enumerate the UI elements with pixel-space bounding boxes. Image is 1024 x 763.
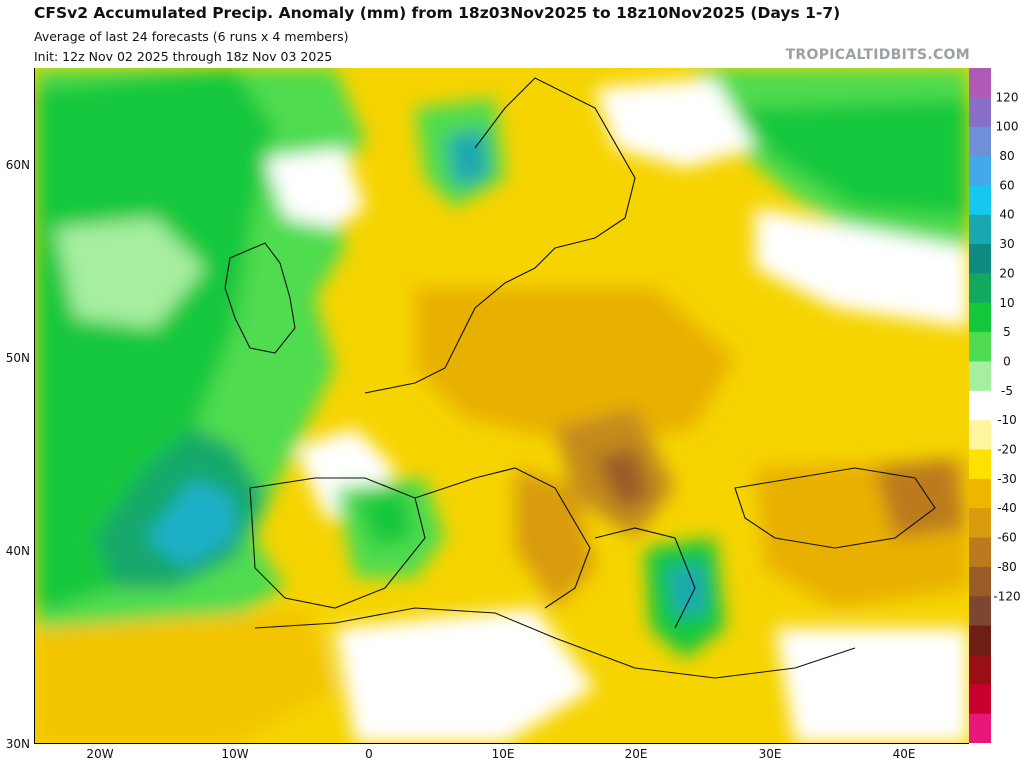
aegean-wet-core (665, 563, 707, 618)
colorbar-swatch (969, 126, 991, 157)
colorbar-swatch (969, 449, 991, 480)
russia-wet-core (735, 98, 969, 218)
lon-label-0: 0 (365, 747, 373, 761)
colorbar-swatch (969, 185, 991, 216)
balkan-dry-core (595, 448, 650, 508)
left-axis-line (34, 68, 35, 743)
colorbar-swatch (969, 214, 991, 245)
colorbar-swatch (969, 713, 991, 743)
lon-label-10w: 10W (221, 747, 249, 761)
colorbar-label: -10 (997, 413, 1017, 427)
colorbar-label: 40 (999, 208, 1014, 222)
colorbar-swatch (969, 273, 991, 304)
colorbar-label: 10 (999, 296, 1014, 310)
north-coast-outline (364, 77, 636, 394)
lat-label-60n: 60N (5, 158, 30, 172)
colorbar-label: -120 (993, 589, 1020, 603)
colorbar-swatch (969, 332, 991, 362)
chart-title: CFSv2 Accumulated Precip. Anomaly (mm) f… (34, 4, 841, 22)
colorbar-label: 5 (1003, 325, 1011, 339)
mediterranean-south-coast (254, 607, 856, 679)
colorbar-swatch (969, 508, 991, 539)
colorbar-swatch (969, 420, 991, 451)
colorbar-label: -40 (997, 501, 1017, 515)
colorbar-label: -80 (997, 560, 1017, 574)
colorbar-swatch (969, 302, 991, 333)
near-zero-north-sea (265, 148, 365, 228)
colorbar-label: -20 (997, 443, 1017, 457)
near-zero-east (755, 208, 969, 328)
colorbar-swatch (969, 684, 991, 715)
atlantic-wet-core (35, 68, 275, 608)
forecast-subtitle: Average of last 24 forecasts (6 runs x 4… (34, 29, 349, 44)
iberia-wet-core (355, 488, 415, 548)
lon-label-20e: 20E (624, 747, 648, 761)
bottom-axis-line (34, 743, 969, 744)
colorbar-swatch (969, 566, 991, 597)
black-sea-outline (734, 467, 936, 549)
colorbar-swatch (969, 596, 991, 627)
colorbar-swatch (969, 654, 991, 685)
colorbar-label: 120 (996, 90, 1019, 104)
init-subtitle: Init: 12z Nov 02 2025 through 18z Nov 03… (34, 49, 333, 64)
caspian-dry-core (875, 458, 965, 538)
lat-label-40n: 40N (5, 544, 30, 558)
colorbar-label: 60 (999, 178, 1014, 192)
mediterranean-north-coast (414, 467, 696, 629)
lat-label-30n: 30N (5, 737, 30, 751)
colorbar-label: -5 (1001, 384, 1013, 398)
central-europe-dry (415, 288, 735, 448)
precip-anomaly-map (35, 68, 969, 743)
colorbar-swatch (969, 390, 991, 421)
atlantic-wet-max (145, 478, 235, 568)
colorbar-swatch (969, 537, 991, 568)
colorbar-label: 30 (999, 237, 1014, 251)
near-zero-sahara (335, 608, 595, 743)
colorbar-label: -30 (997, 472, 1017, 486)
lon-label-30e: 30E (758, 747, 782, 761)
colorbar: 120 100 80 60 40 30 20 10 5 0 -5 -10 -20 -30 -40 -60 -80… (969, 68, 1021, 743)
colorbar-label: 20 (999, 266, 1014, 280)
lat-label-50n: 50N (5, 351, 30, 365)
colorbar-swatch (969, 156, 991, 186)
colorbar-swatch (969, 478, 991, 509)
near-zero-middle-east (775, 628, 969, 743)
colorbar-swatch (969, 625, 991, 656)
italy-dry (515, 468, 595, 608)
lon-label-40e: 40E (892, 747, 916, 761)
colorbar-swatch (969, 68, 991, 98)
colorbar-label: -60 (997, 531, 1017, 545)
colorbar-label: 80 (999, 149, 1014, 163)
colorbar-swatch (969, 97, 991, 128)
site-brand: TROPICALTIDBITS.COM (785, 47, 970, 63)
colorbar-swatch (969, 361, 991, 392)
colorbar-swatch (969, 244, 991, 274)
n-africa-dry (35, 608, 335, 743)
colorbar-label: 100 (996, 120, 1019, 134)
pale-patch-west (55, 218, 205, 328)
lon-label-20w: 20W (86, 747, 114, 761)
near-zero-baltic (595, 78, 755, 168)
lon-label-10e: 10E (491, 747, 515, 761)
iberia-outline (249, 477, 426, 609)
coastlines (224, 77, 936, 679)
colorbar-label: 0 (1003, 354, 1011, 368)
british-isles-outline (224, 242, 296, 354)
